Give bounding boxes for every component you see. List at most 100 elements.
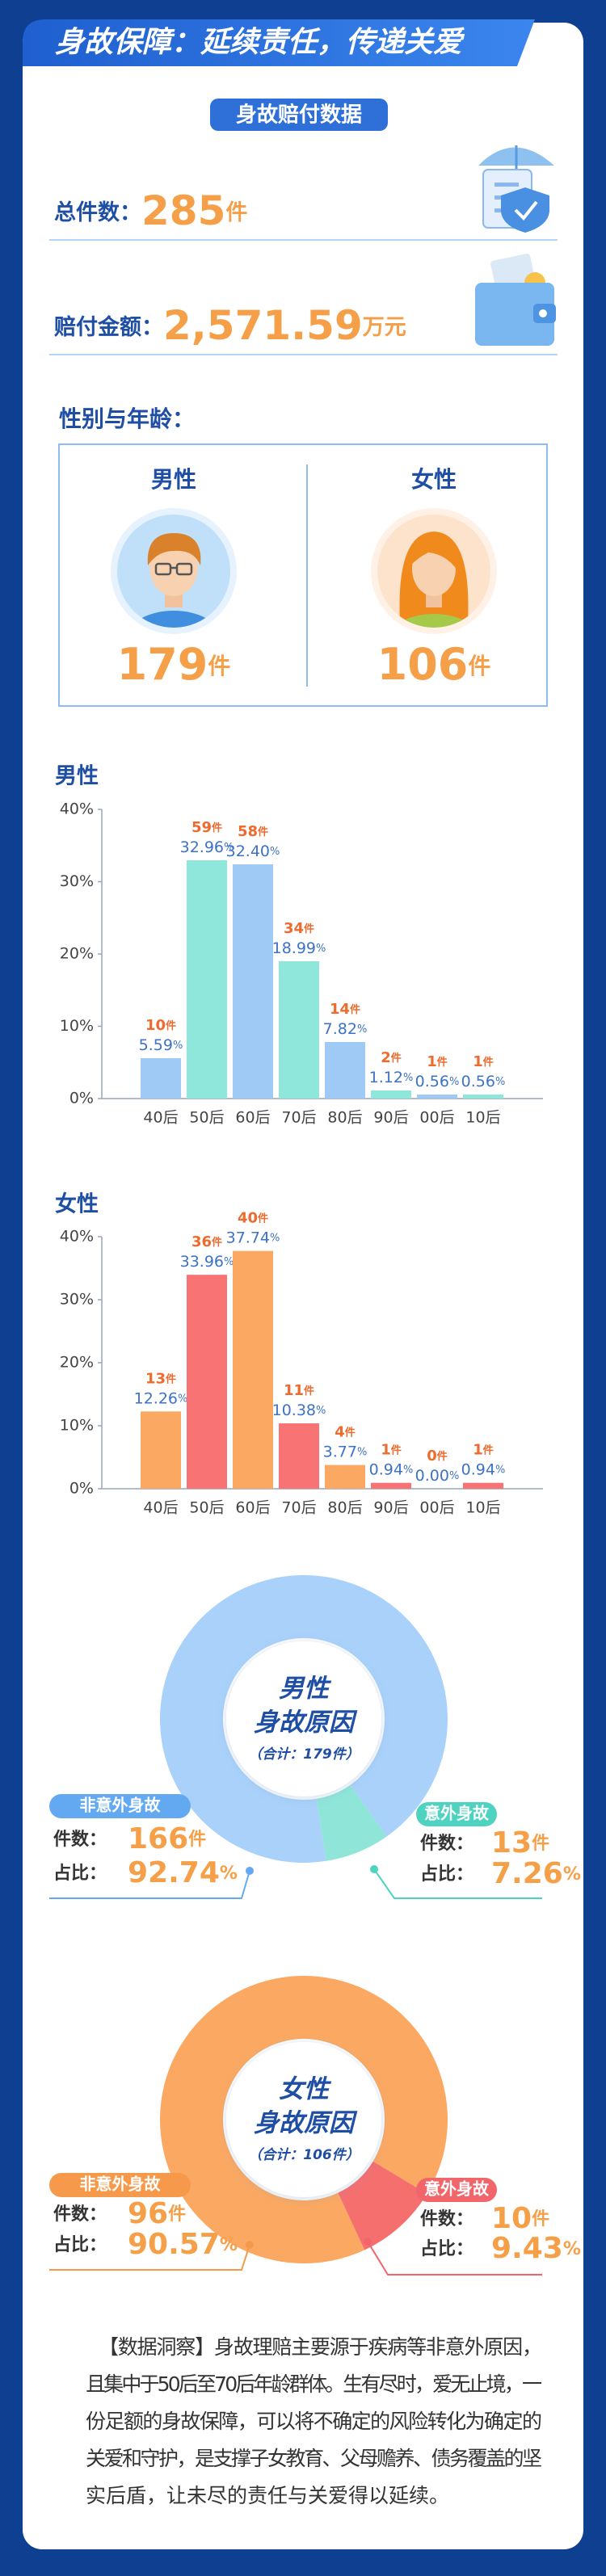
y-tick-label: 40% (60, 801, 94, 818)
count-unit: 件 (532, 1834, 549, 1854)
share-unit: % (220, 1864, 238, 1884)
header-banner (23, 19, 535, 66)
percent-unit: % (449, 1075, 459, 1087)
share-caption: 占比： (420, 1864, 473, 1885)
x-tick-label: 50后 (189, 1499, 224, 1517)
count-value: 13 (145, 1370, 166, 1387)
bar (233, 1250, 273, 1489)
donut-segment (160, 1575, 448, 1863)
percent-label: 33.96% (180, 1253, 234, 1271)
x-tick-label: 10后 (465, 1499, 500, 1517)
summary-label: 赔付金额： (54, 314, 163, 340)
count-label: 166件 (128, 1822, 206, 1855)
gender-label: 女性 (411, 466, 457, 493)
bar (371, 1482, 411, 1489)
gender-box (58, 443, 548, 707)
count-unit: 件 (483, 1055, 494, 1068)
gender-count: 106件 (377, 639, 491, 690)
percent-label: 0.00% (415, 1467, 460, 1485)
percent-label: 7.82% (323, 1020, 368, 1038)
percent-unit: % (173, 1039, 183, 1051)
y-tick-label: 40% (60, 1228, 94, 1246)
percent-value: 3.77 (323, 1443, 357, 1460)
count-unit: 件 (345, 1426, 356, 1439)
percent-value: 18.99 (272, 939, 316, 957)
donut-segment (316, 1784, 387, 1861)
count-value: 1 (427, 1053, 437, 1070)
count-unit: 件 (391, 1443, 402, 1456)
x-tick-label: 00后 (419, 1499, 454, 1517)
count-label: 0件 (427, 1448, 448, 1464)
count-value: 0 (427, 1448, 437, 1464)
male-avatar (111, 508, 237, 634)
count-label: 1件 (473, 1053, 494, 1070)
y-tick-label: 20% (60, 1354, 94, 1372)
percent-label: 3.77% (323, 1443, 368, 1460)
donut-title: 女性 (279, 2075, 332, 2104)
summary-value: 285 (141, 187, 225, 234)
percent-unit: % (495, 1075, 505, 1087)
summary-row: 赔付金额：2,571.59万元 (54, 302, 406, 349)
percent-value: 32.96 (180, 838, 224, 856)
summary-value: 2,571.59 (163, 302, 363, 349)
share-unit: % (563, 1864, 581, 1885)
bar (141, 1057, 181, 1099)
x-tick-label: 90后 (373, 1499, 408, 1517)
count-label: 10件 (145, 1017, 176, 1034)
percent-value: 12.26 (134, 1389, 178, 1407)
percent-unit: % (270, 846, 280, 858)
donut-segment (338, 2161, 427, 2250)
count-value: 14 (330, 1001, 350, 1018)
percent-value: 1.12 (369, 1068, 403, 1086)
share-caption: 占比： (53, 2235, 107, 2255)
leader-dot (246, 2241, 254, 2249)
percent-label: 0.94% (369, 1460, 414, 1478)
category-pill (49, 1794, 191, 1818)
y-tick-label: 30% (60, 1291, 94, 1309)
donut-total: （合计：106件） (248, 2147, 360, 2163)
female-avatar (371, 508, 497, 634)
percent-unit: % (316, 1405, 326, 1417)
percent-value: 0.56 (415, 1072, 449, 1090)
count-value: 34 (284, 920, 304, 937)
count-label: 11件 (284, 1382, 314, 1399)
count-unit: 件 (391, 1051, 402, 1064)
percent-label: 37.74% (226, 1229, 280, 1246)
count-label: 14件 (330, 1001, 360, 1018)
x-tick-label: 80后 (327, 1109, 362, 1127)
y-tick-label: 10% (60, 1017, 94, 1035)
count-unit: 件 (350, 1003, 360, 1016)
count-value: 166 (128, 1822, 188, 1855)
category-label: 意外身故 (424, 2179, 490, 2199)
x-tick-label: 00后 (419, 1109, 454, 1127)
count-label: 36件 (191, 1233, 222, 1250)
percent-label: 18.99% (272, 939, 326, 957)
header-title: 身故保障：延续责任，传递关爱 (55, 26, 465, 59)
bar (463, 1094, 503, 1099)
count-label: 13件 (491, 1826, 549, 1860)
count-label: 1件 (381, 1442, 402, 1459)
gender-count: 179件 (117, 639, 231, 690)
count-label: 13件 (145, 1370, 176, 1387)
percent-unit: % (495, 1464, 505, 1476)
summary-title: 身故赔付数据 (236, 103, 362, 128)
percent-unit: % (403, 1464, 413, 1476)
count-value: 36 (191, 1233, 212, 1250)
summary-unit: 万元 (363, 315, 406, 340)
leader-dot (246, 1867, 254, 1875)
count-value: 1 (473, 1442, 483, 1459)
count-label: 1件 (427, 1053, 448, 1070)
percent-unit: % (357, 1023, 367, 1036)
count-value: 4 (335, 1424, 345, 1441)
chart-title: 男性 (55, 764, 99, 789)
share-label: 7.26% (491, 1857, 581, 1890)
x-tick-label: 90后 (373, 1109, 408, 1127)
percent-unit: % (270, 1232, 280, 1244)
bar (417, 1094, 457, 1099)
x-tick-label: 10后 (465, 1109, 500, 1127)
count-value: 40 (238, 1210, 258, 1227)
count-value: 10 (145, 1017, 166, 1034)
insurance-icon (478, 145, 554, 233)
percent-label: 1.12% (369, 1068, 414, 1086)
summary-unit: 件 (225, 200, 247, 225)
